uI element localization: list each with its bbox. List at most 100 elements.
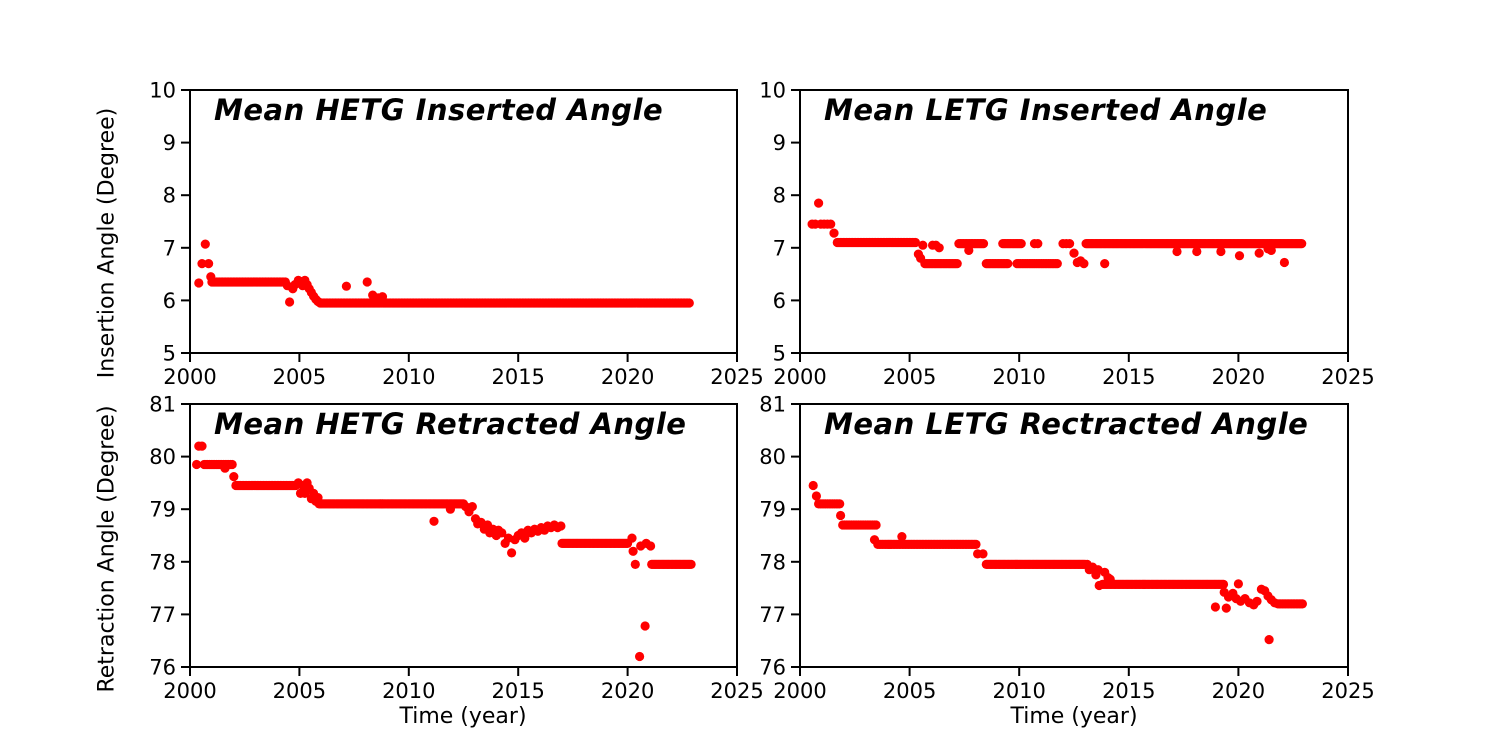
data-point <box>1105 574 1115 584</box>
data-point <box>1297 599 1307 609</box>
data-point <box>1016 239 1026 249</box>
y-tick-label: 77 <box>149 603 176 627</box>
x-axis-label-time-left: Time (year) <box>399 704 527 729</box>
plot-title-hetg-inserted: Mean HETG Inserted Angle <box>214 93 664 127</box>
y-tick-label: 7 <box>773 236 786 260</box>
data-point <box>1079 259 1089 269</box>
data-point <box>897 532 907 542</box>
y-tick-label: 76 <box>759 656 786 680</box>
axes-frame <box>799 403 1349 668</box>
y-tick-label: 8 <box>773 184 786 208</box>
x-tick-label: 2000 <box>163 365 216 389</box>
data-point <box>520 533 530 543</box>
data-point <box>971 539 981 549</box>
data-point <box>918 240 928 250</box>
data-point <box>200 239 210 249</box>
x-tick-label: 2020 <box>601 365 654 389</box>
data-point <box>835 499 845 509</box>
y-tick-label: 10 <box>759 79 786 103</box>
x-tick-label: 2010 <box>382 679 435 703</box>
plot-title-hetg-retracted: Mean HETG Retracted Angle <box>214 407 687 441</box>
y-tick-label: 6 <box>773 289 786 313</box>
x-tick-label: 2010 <box>992 365 1045 389</box>
data-point <box>952 259 962 269</box>
x-tick-label: 2020 <box>601 679 654 703</box>
data-point <box>1216 246 1226 257</box>
y-tick-label: 78 <box>149 550 176 574</box>
data-point <box>1254 248 1264 258</box>
data-point <box>1221 603 1231 613</box>
data-point <box>871 520 881 530</box>
y-axis-label-retraction-angle: Retraction Angle (Degree) <box>94 405 120 693</box>
data-point <box>206 272 216 282</box>
data-point <box>978 239 989 249</box>
y-tick-label: 81 <box>759 393 786 417</box>
plot-title-letg-retracted: Mean LETG Rectracted Angle <box>824 407 1309 441</box>
data-point <box>829 228 839 238</box>
data-point <box>1210 602 1220 612</box>
y-tick-label: 79 <box>149 498 176 522</box>
data-point <box>229 472 239 482</box>
x-tick-label: 2015 <box>491 679 544 703</box>
data-point <box>646 541 656 551</box>
y-tick-label: 79 <box>759 498 786 522</box>
y-tick-label: 80 <box>149 445 176 469</box>
data-point <box>227 459 237 470</box>
plot-title-letg-inserted: Mean LETG Inserted Angle <box>824 93 1268 127</box>
data-point <box>341 281 351 291</box>
y-axis-label-insertion-angle: Insertion Angle (Degree) <box>94 107 120 379</box>
subplot-hetg-retracted-angle: 2000 2005 2010 2015 2020 2025 76 77 78 79 80 81 Mea… <box>149 393 763 704</box>
data-point <box>1192 246 1202 257</box>
x-tick-label: 2005 <box>273 365 326 389</box>
data-point <box>1264 635 1274 645</box>
x-tick-label: 2025 <box>1321 365 1374 389</box>
data-point <box>362 277 372 287</box>
x-tick-label: 2000 <box>773 679 826 703</box>
data-point <box>808 480 818 491</box>
data-point <box>836 510 846 521</box>
y-tick-label: 76 <box>149 656 176 680</box>
y-tick-label: 5 <box>163 342 176 366</box>
data-point <box>1233 579 1243 589</box>
x-axis-label-time-right: Time (year) <box>1010 704 1138 729</box>
data-point <box>684 298 694 308</box>
data-point <box>192 459 202 470</box>
data-point <box>1252 596 1262 606</box>
data-point <box>1052 259 1062 269</box>
letg-retracted-scatter-svg: 2000 2005 2010 2015 2020 2025 76 77 78 79 80 81 <box>759 393 1374 704</box>
y-tick-label: 10 <box>149 79 176 103</box>
data-point <box>1065 239 1075 249</box>
x-tick-label: 2005 <box>883 679 936 703</box>
subplot-letg-inserted-angle: 2000 2005 2010 2015 2020 2025 5 6 7 8 9 10 Mean LET… <box>759 79 1374 390</box>
data-point <box>497 528 507 538</box>
data-point <box>313 296 323 307</box>
y-tick-label: 9 <box>773 131 786 155</box>
x-tick-label: 2010 <box>382 365 435 389</box>
axes-frame <box>189 89 738 354</box>
data-point <box>640 621 650 631</box>
data-point <box>556 521 566 531</box>
y-tick-label: 9 <box>163 131 176 155</box>
data-point <box>1218 579 1229 589</box>
letg-inserted-scatter-svg: 2000 2005 2010 2015 2020 2025 5 6 7 8 9 10 <box>759 79 1374 390</box>
data-point <box>978 549 988 559</box>
data-point <box>1003 259 1013 269</box>
data-point <box>635 651 645 662</box>
subplot-hetg-inserted-angle: 2000 2005 2010 2015 2020 2025 5 6 7 8 9 10 Mean HET… <box>149 79 763 390</box>
data-point <box>814 198 824 208</box>
data-point <box>910 237 921 248</box>
x-tick-label: 2015 <box>1102 365 1155 389</box>
data-point <box>630 559 640 569</box>
data-point <box>916 253 926 263</box>
data-point <box>811 491 821 501</box>
x-tick-label: 2005 <box>273 679 326 703</box>
data-point <box>197 441 207 451</box>
data-point <box>313 493 323 503</box>
data-point <box>686 559 696 569</box>
y-tick-label: 81 <box>149 393 176 417</box>
data-point <box>1094 580 1104 591</box>
x-tick-label: 2025 <box>710 679 763 703</box>
data-point <box>1266 245 1276 255</box>
data-point <box>467 502 477 512</box>
